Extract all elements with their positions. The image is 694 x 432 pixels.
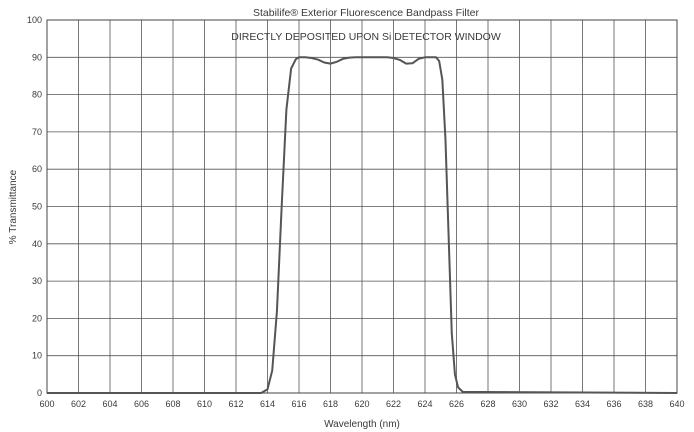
plot-frame <box>46 19 678 394</box>
x-tick-label: 626 <box>449 399 464 409</box>
y-tick-label: 90 <box>32 52 42 62</box>
x-tick-label: 618 <box>323 399 338 409</box>
y-tick-label: 60 <box>32 164 42 174</box>
y-tick-label: 20 <box>32 313 42 323</box>
x-tick-label: 636 <box>606 399 621 409</box>
chart-grid <box>46 19 678 394</box>
y-tick-label: 100 <box>27 15 42 25</box>
x-tick-label: 622 <box>386 399 401 409</box>
x-tick-label: 620 <box>354 399 369 409</box>
x-tick-label: 630 <box>512 399 527 409</box>
y-tick-label: 10 <box>32 351 42 361</box>
x-tick-label: 640 <box>669 399 684 409</box>
x-tick-label: 628 <box>480 399 495 409</box>
chart-title: Stabilife® Exterior Fluorescence Bandpas… <box>253 7 480 19</box>
y-tick-labels: 0 10 20 30 40 50 60 70 80 90 100 <box>27 15 42 398</box>
y-axis-label: % Transmittance <box>8 169 19 244</box>
x-tick-label: 608 <box>165 399 180 409</box>
x-axis-label: Wavelength (nm) <box>324 419 400 430</box>
x-tick-label: 602 <box>71 399 86 409</box>
y-tick-label: 70 <box>32 127 42 137</box>
x-tick-label: 624 <box>417 399 432 409</box>
x-tick-label: 616 <box>291 399 306 409</box>
y-tick-label: 80 <box>32 90 42 100</box>
x-tick-label: 610 <box>197 399 212 409</box>
y-tick-label: 0 <box>37 388 42 398</box>
series-lines <box>47 56 678 394</box>
x-tick-label: 612 <box>228 399 243 409</box>
x-tick-label: 632 <box>543 399 558 409</box>
transmittance-line <box>47 56 678 394</box>
y-tick-label: 40 <box>32 239 42 249</box>
y-tick-label: 30 <box>32 276 42 286</box>
chart-subtitle: DIRECTLY DEPOSITED UPON Si DETECTOR WIND… <box>231 31 501 43</box>
x-tick-label: 604 <box>102 399 117 409</box>
x-tick-label: 634 <box>575 399 590 409</box>
x-tick-label: 600 <box>39 399 54 409</box>
x-tick-label: 614 <box>260 399 275 409</box>
x-tick-labels: 600 602 604 606 608 610 612 614 616 618 620 622 624 6… <box>39 399 684 409</box>
x-tick-label: 606 <box>134 399 149 409</box>
y-tick-label: 50 <box>32 202 42 212</box>
x-tick-label: 638 <box>638 399 653 409</box>
